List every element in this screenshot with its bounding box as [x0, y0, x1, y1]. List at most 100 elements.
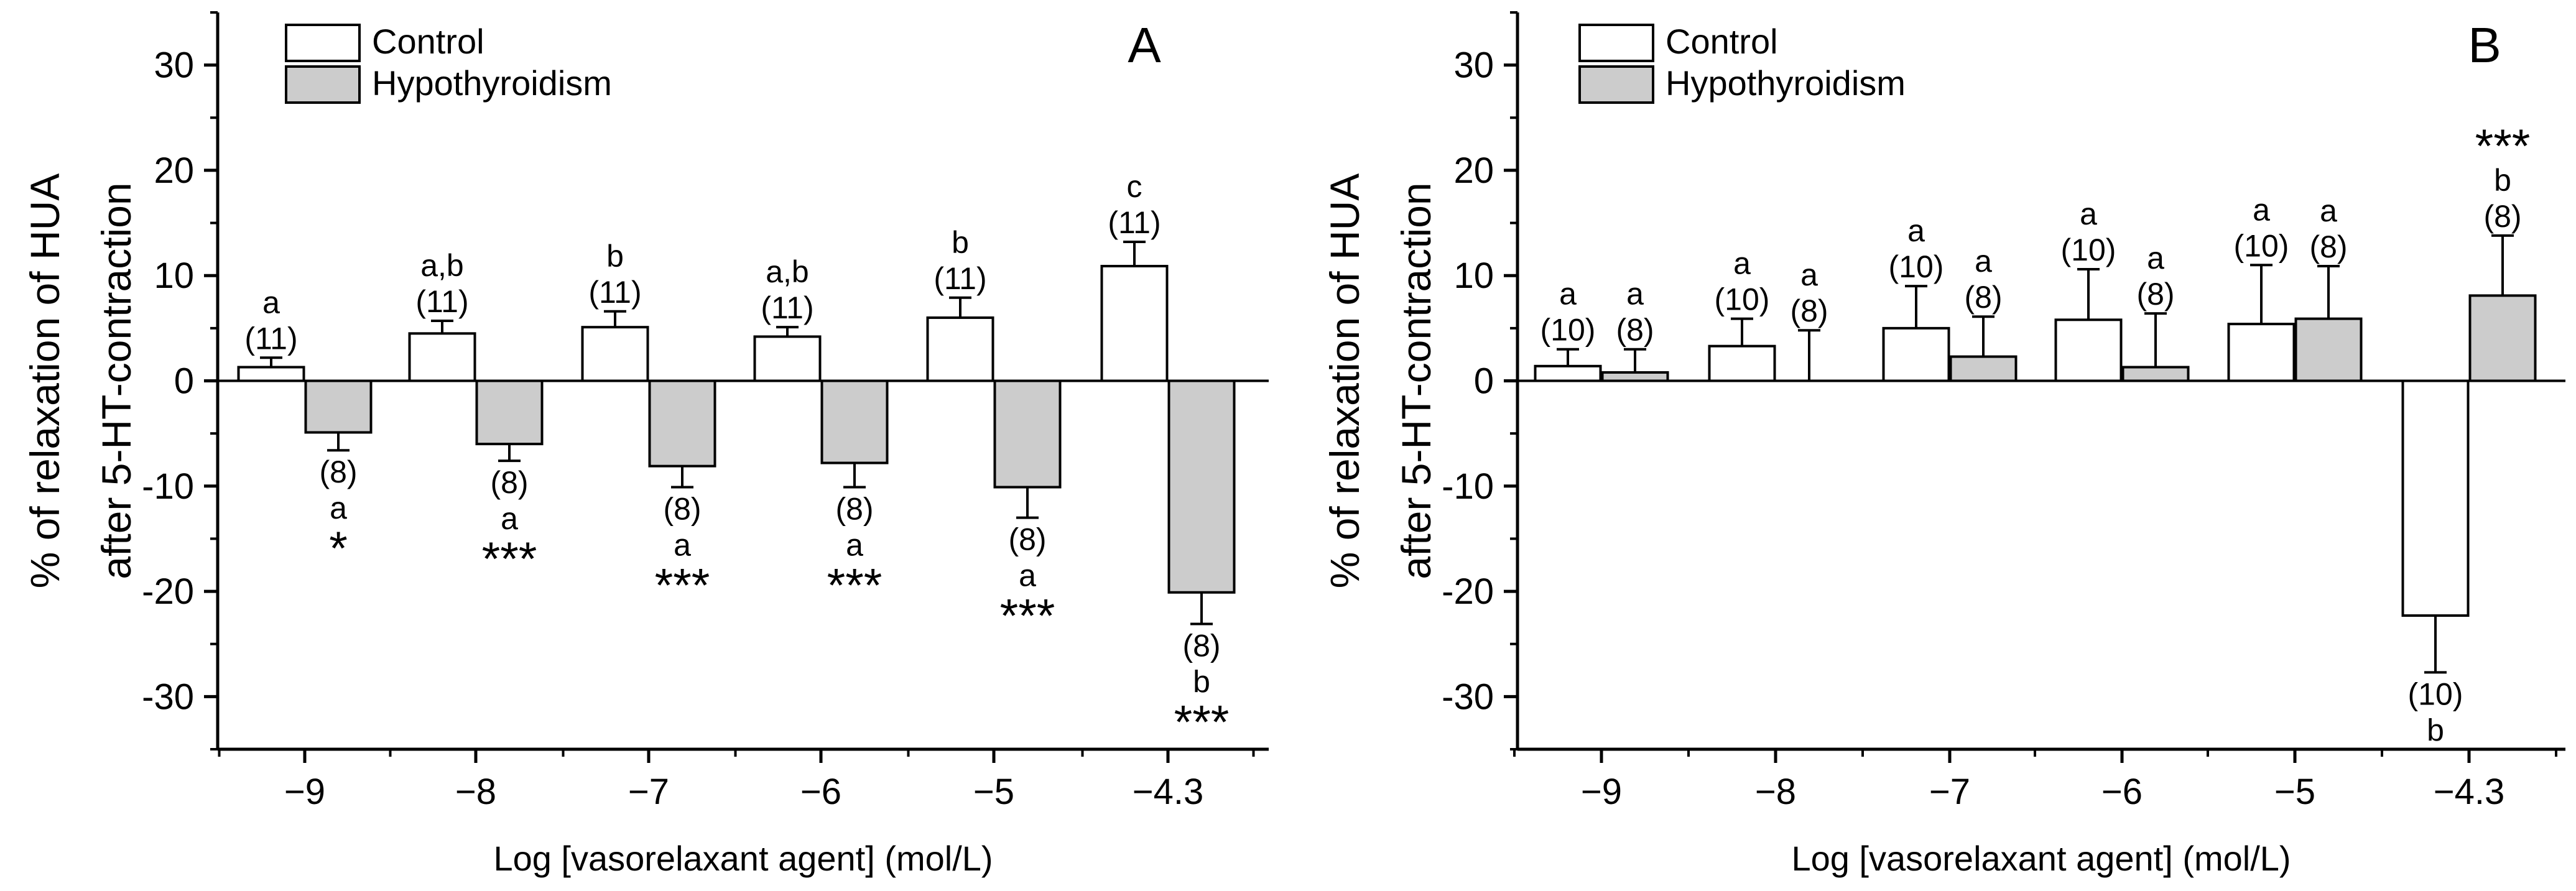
panel-b-group-letter: a	[1800, 257, 1818, 292]
panel-a-group-letter: a,b	[766, 254, 809, 289]
panel-a-bar-control	[237, 366, 305, 382]
panel-b-xtick-label: −6	[2101, 772, 2143, 812]
panel-a-ytick-label: 0	[174, 361, 194, 402]
panel-a-bar-hypothyroidism	[993, 379, 1062, 489]
panel-a-group-letter: b	[1193, 665, 1210, 699]
panel-b-sample-size-label: (10)	[2234, 228, 2289, 263]
panel-b-xtick-label: −5	[2274, 772, 2315, 812]
panel-a-legend-swatch-hypothyroidism	[285, 65, 361, 104]
panel-a-bar-control	[581, 326, 649, 382]
panel-a-legend-swatch-control	[285, 24, 361, 62]
panel-a-group-letter: a	[262, 285, 280, 320]
panel-b-bar-hypothyroidism	[1601, 371, 1669, 382]
panel-b-bar-control	[1708, 344, 1776, 382]
panel-a-sample-size-label: (8)	[490, 465, 528, 500]
panel-b-ytick-label: 30	[1453, 45, 1494, 86]
panel-b-bar-control	[2054, 318, 2123, 382]
panel-b-sample-size-label: (8)	[2309, 229, 2347, 264]
panel-a-panel-label: A	[1128, 17, 1161, 73]
panel-b-group-letter: a	[2080, 196, 2097, 231]
panel-b-legend-label-hypothyroidism: Hypothyroidism	[1666, 63, 1906, 103]
panel-b-legend-label-control: Control	[1666, 22, 1778, 61]
panel-a-bar-hypothyroidism	[1167, 379, 1236, 594]
panel-a-xtick-label: −9	[284, 772, 325, 812]
panel-a-ytick-label: -10	[142, 466, 194, 507]
panel-b-group-letter: b	[2494, 163, 2511, 198]
panel-b-group-letter: a	[2320, 193, 2337, 228]
panel-a-ytick-label: 10	[154, 256, 194, 296]
panel-a-bar-hypothyroidism	[475, 379, 544, 446]
panel-a-sample-size-label: (11)	[761, 290, 813, 325]
panel-b-xtick-label: −9	[1581, 772, 1622, 812]
panel-b-sample-size-label: (8)	[1616, 313, 1654, 348]
panel-b-group-letter: a	[2253, 192, 2270, 227]
panel-b-ytick-label: -30	[1442, 676, 1494, 717]
panel-a-ytick-label: 20	[154, 150, 194, 191]
panel-b-sample-size-label: (8)	[1790, 293, 1828, 328]
panel-a-significance-stars: *	[329, 522, 348, 575]
panel-b-xtick-label: −7	[1929, 772, 1970, 812]
panel-a-ytick-label: -30	[142, 676, 194, 717]
panel-b-bar-hypothyroidism	[2121, 366, 2190, 382]
panel-a-significance-stars: ***	[827, 559, 883, 612]
panel-b-sample-size-label: (10)	[2408, 676, 2463, 711]
panel-a-xtick-label: −5	[973, 772, 1014, 812]
panel-a-sample-size-label: (8)	[319, 455, 357, 489]
panel-a-legend-label-control: Control	[372, 22, 484, 61]
panel-a-bar-control	[408, 332, 476, 382]
panel-a-sample-size-label: (8)	[835, 491, 873, 526]
panel-b-bar-control	[1882, 326, 1950, 382]
panel-b-xtick-label: −4.3	[2434, 772, 2505, 812]
panel-b-y-axis-title: after 5-HT-contraction	[1393, 182, 1439, 579]
panel-b-group-letter: a	[1907, 213, 1925, 248]
panel-b-panel-label: B	[2468, 17, 2501, 73]
panel-b-bar-hypothyroidism	[2468, 294, 2537, 382]
panel-b-sample-size-label: (8)	[2136, 277, 2174, 312]
panel-a-sample-size-label: (11)	[934, 261, 986, 296]
panel-a: 30 20 10 0 -10 -20 -30 −9 −8 −7 −6 −5 −4.3 Log [vasor…	[22, 11, 1269, 878]
panel-b-significance-stars: ***	[2475, 120, 2531, 173]
panel-a-group-letter: a	[674, 527, 691, 562]
panel-a-sample-size-label: (11)	[1108, 205, 1161, 240]
panel-b-xtick-label: −8	[1755, 772, 1796, 812]
panel-a-xtick-label: −6	[800, 772, 841, 812]
panel-b-group-letter: a	[2147, 241, 2164, 275]
panel-a-significance-stars: ***	[1174, 696, 1230, 749]
panel-a-bar-hypothyroidism	[820, 379, 889, 464]
panel-b-ytick-label: -10	[1442, 466, 1494, 507]
panel-a-bar-hypothyroidism	[648, 379, 716, 468]
panel-b-bar-control	[2227, 323, 2296, 382]
panel-a-sample-size-label: (8)	[663, 491, 701, 526]
panel-b-sample-size-label: (10)	[1715, 282, 1770, 317]
panel-a-legend-label-hypothyroidism: Hypothyroidism	[372, 63, 612, 103]
panel-a-significance-stars: ***	[482, 533, 537, 586]
panel-b-y-axis-title: % of relaxation of HUA	[1322, 173, 1368, 589]
panel-b-legend-swatch-hypothyroidism	[1578, 65, 1654, 104]
panel-a-group-letter: a,b	[420, 248, 464, 283]
panel-a-significance-stars: ***	[1000, 590, 1055, 643]
panel-b-bar-control	[2401, 379, 2470, 617]
panel-b-ytick-label: 20	[1453, 150, 1494, 191]
panel-a-group-letter: c	[1127, 169, 1142, 204]
panel-a-x-axis-title: Log [vasorelaxant agent] (mol/L)	[493, 839, 993, 878]
panel-a-sample-size-label: (8)	[1182, 629, 1220, 663]
panel-a-xtick-label: −8	[455, 772, 496, 812]
panel-b-ytick-label: 0	[1474, 361, 1494, 402]
panel-b-legend-swatch-control	[1578, 24, 1654, 62]
panel-b-group-letter: a	[1975, 244, 1992, 279]
panel-b-x-axis-title: Log [vasorelaxant agent] (mol/L)	[1791, 839, 2291, 878]
panel-b-sample-size-label: (10)	[2061, 233, 2116, 267]
panel-b-bar-hypothyroidism	[1949, 355, 2018, 382]
panel-a-sample-size-label: (11)	[244, 321, 297, 356]
panel-b-bar-control	[1534, 364, 1602, 382]
panel-a-ytick-label: -20	[142, 571, 194, 612]
panel-a-sample-size-label: (11)	[588, 275, 641, 310]
panel-a-y-axis-title: % of relaxation of HUA	[22, 173, 68, 589]
panel-b-sample-size-label: (10)	[1889, 249, 1944, 284]
panel-b-sample-size-label: (10)	[1541, 313, 1596, 348]
panel-a-xtick-label: −7	[628, 772, 669, 812]
panel-a-xtick-label: −4.3	[1133, 772, 1204, 812]
panel-a-group-letter: a	[846, 527, 863, 562]
panel-a-bar-control	[1100, 264, 1169, 382]
